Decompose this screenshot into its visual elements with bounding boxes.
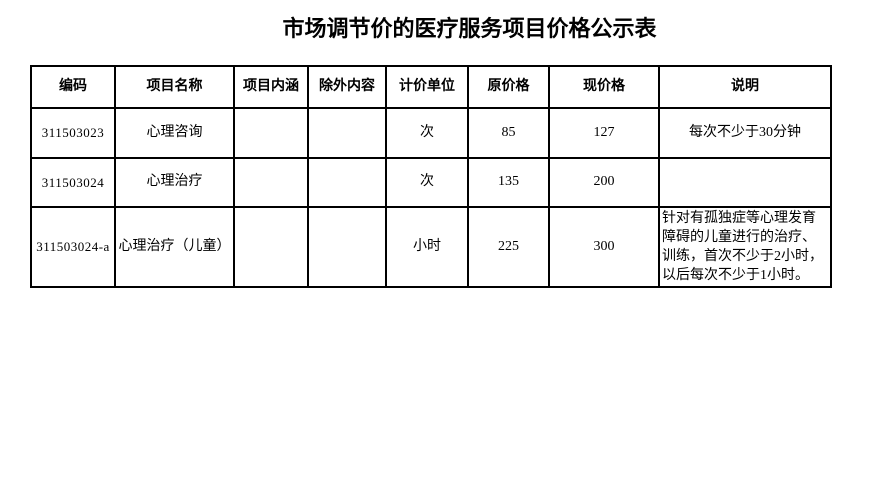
header-old-price: 原价格 [467,65,550,109]
cell-old-price: 225 [467,206,550,288]
header-code: 编码 [30,65,116,109]
page-title: 市场调节价的医疗服务项目价格公示表 [282,16,657,41]
header-pricing-unit: 计价单位 [385,65,469,109]
header-item-content: 项目内涵 [233,65,309,109]
cell-note [658,157,832,208]
cell-excluded-content [307,157,387,208]
cell-code: 311503024-a [30,206,116,288]
cell-new-price: 300 [548,206,660,288]
table-header-row: 编码 项目名称 项目内涵 除外内容 计价单位 原价格 现价格 说明 [30,65,832,109]
cell-old-price: 135 [467,157,550,208]
table-row: 311503024-a 心理治疗（儿童） 小时 225 300 针对有孤独症等心… [30,206,832,288]
price-table: 编码 项目名称 项目内涵 除外内容 计价单位 原价格 现价格 说明 311503… [30,65,832,288]
cell-new-price: 127 [548,107,660,159]
header-item-name: 项目名称 [114,65,235,109]
table-row: 311503023 心理咨询 次 85 127 每次不少于30分钟 [30,107,832,159]
cell-new-price: 200 [548,157,660,208]
cell-code: 311503023 [30,107,116,159]
cell-excluded-content [307,107,387,159]
cell-note: 每次不少于30分钟 [658,107,832,159]
table-row: 311503024 心理治疗 次 135 200 [30,157,832,208]
cell-item-name: 心理治疗（儿童） [114,206,235,288]
cell-item-content [233,157,309,208]
header-new-price: 现价格 [548,65,660,109]
cell-excluded-content [307,206,387,288]
cell-item-content [233,107,309,159]
cell-pricing-unit: 次 [385,107,469,159]
cell-old-price: 85 [467,107,550,159]
cell-item-content [233,206,309,288]
cell-pricing-unit: 小时 [385,206,469,288]
cell-item-name: 心理治疗 [114,157,235,208]
cell-item-name: 心理咨询 [114,107,235,159]
header-excluded-content: 除外内容 [307,65,387,109]
header-note: 说明 [658,65,832,109]
cell-code: 311503024 [30,157,116,208]
cell-note: 针对有孤独症等心理发育障碍的儿童进行的治疗、训练，首次不少于2小时，以后每次不少… [658,206,832,288]
cell-pricing-unit: 次 [385,157,469,208]
